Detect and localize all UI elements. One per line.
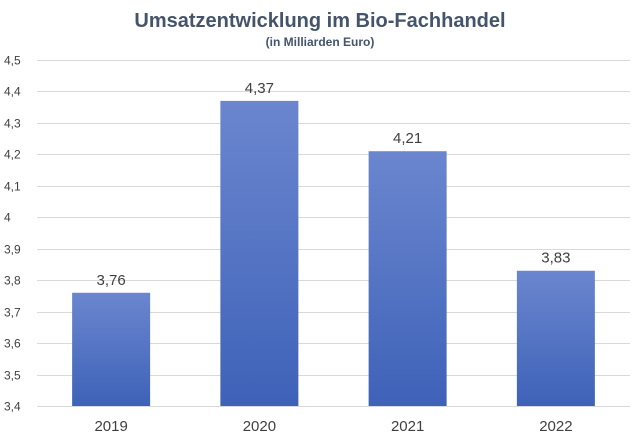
bar-2019 xyxy=(72,292,151,406)
y-tick-label: 3,6 xyxy=(4,337,21,351)
x-tick-label-2019: 2019 xyxy=(94,418,127,435)
y-tick-label: 3,5 xyxy=(4,369,21,383)
x-tick-label-2021: 2021 xyxy=(391,418,424,435)
y-tick-label: 3,4 xyxy=(4,400,21,414)
data-label-2020: 4,37 xyxy=(245,80,274,97)
bar-2021 xyxy=(368,151,447,406)
bar-2022 xyxy=(516,270,595,406)
bars xyxy=(72,100,595,407)
y-tick-label: 4,3 xyxy=(4,117,21,131)
y-tick-label: 4 xyxy=(4,211,11,225)
y-tick-label: 4,4 xyxy=(4,85,21,99)
data-label-2021: 4,21 xyxy=(393,130,422,147)
data-labels: 3,76 4,37 4,21 3,83 xyxy=(97,80,571,289)
x-tick-label-2020: 2020 xyxy=(243,418,276,435)
x-tick-label-2022: 2022 xyxy=(539,418,572,435)
y-tick-label: 4,2 xyxy=(4,148,21,162)
y-tick-label: 3,9 xyxy=(4,243,21,257)
chart-subtitle: (in Milliarden Euro) xyxy=(266,35,375,49)
y-axis-ticks: 3,4 3,5 3,6 3,7 3,8 3,9 4 4,1 4,2 4,3 4,4 4,5 xyxy=(4,54,21,414)
x-axis-ticks: 2019 2020 2021 2022 xyxy=(94,418,572,435)
bar-2020 xyxy=(220,100,299,407)
data-label-2019: 3,76 xyxy=(97,272,126,289)
y-tick-label: 4,5 xyxy=(4,54,21,68)
y-tick-label: 3,8 xyxy=(4,274,21,288)
data-label-2022: 3,83 xyxy=(541,250,570,267)
chart-title: Umsatzentwicklung im Bio-Fachhandel xyxy=(134,10,505,32)
y-tick-label: 3,7 xyxy=(4,306,21,320)
y-tick-label: 4,1 xyxy=(4,180,21,194)
